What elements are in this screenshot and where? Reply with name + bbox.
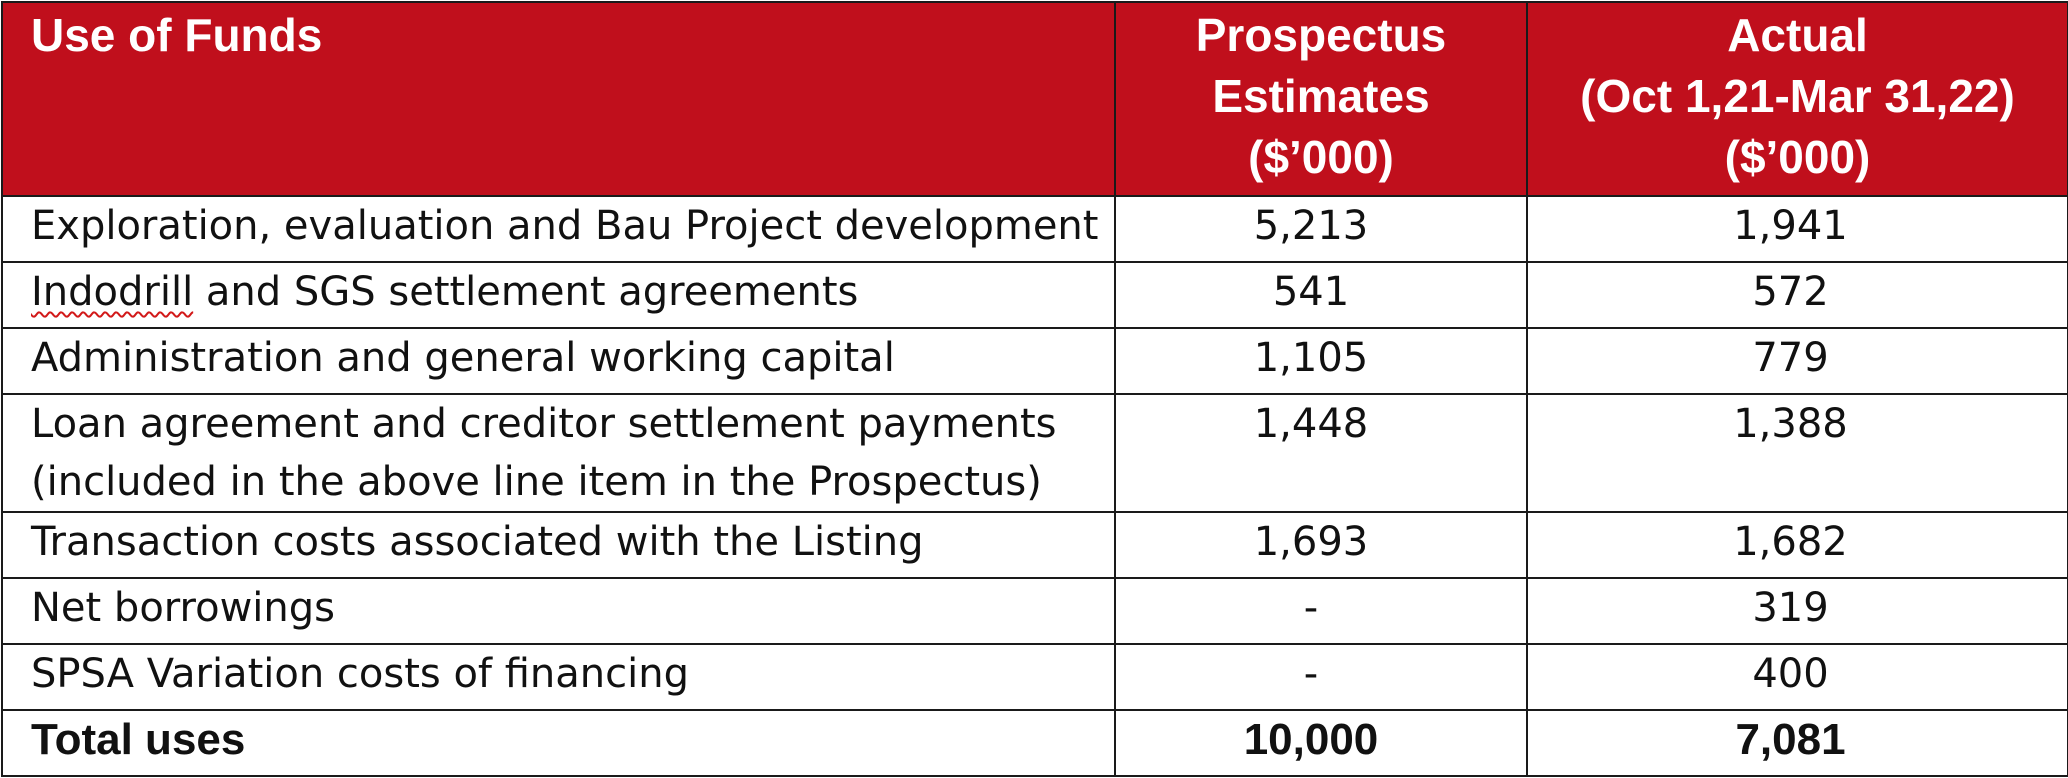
header-actual-line-2: (Oct 1,21-Mar 31,22) [1580,70,2015,122]
header-use-of-funds: Use of Funds [1,1,1116,197]
prospectus-value: - [1114,643,1528,711]
total-actual-value: 7,081 [1526,709,2068,777]
header-row: Use of Funds Prospectus Estimates ($’000… [1,1,2068,197]
actual-value: 1,682 [1526,511,2068,579]
table-row: SPSA Variation costs of financing - 400 [1,643,2068,711]
prospectus-value: 5,213 [1114,195,1528,263]
header-prospectus-estimates: Prospectus Estimates ($’000) [1114,1,1528,197]
header-actual: Actual (Oct 1,21-Mar 31,22) ($’000) [1526,1,2068,197]
row-label: Transaction costs associated with the Li… [1,511,1116,579]
prospectus-value: 1,693 [1114,511,1528,579]
prospectus-value: - [1114,577,1528,645]
row-label: Indodrill and SGS settlement agreements [1,261,1116,329]
table-row: Exploration, evaluation and Bau Project … [1,195,2068,263]
actual-value: 400 [1526,643,2068,711]
table-row: Loan agreement and creditor settlement p… [1,393,2068,513]
table-row: Net borrowings - 319 [1,577,2068,645]
prospectus-value: 1,105 [1114,327,1528,395]
prospectus-value: 1,448 [1114,393,1528,513]
header-actual-line-3: ($’000) [1724,131,1871,183]
row-label-line-2: (included in the above line item in the … [31,459,1042,505]
header-prospectus-line-3: ($’000) [1248,131,1394,183]
header-actual-line-1: Actual [1727,9,1868,61]
table-row: Administration and general working capit… [1,327,2068,395]
spellcheck-marked-word: Indodrill [31,269,194,315]
row-label: Loan agreement and creditor settlement p… [1,393,1116,513]
row-label: Administration and general working capit… [1,327,1116,395]
total-row: Total uses 10,000 7,081 [1,709,2068,777]
table-row: Indodrill and SGS settlement agreements … [1,261,2068,329]
table-row: Transaction costs associated with the Li… [1,511,2068,579]
row-label: Exploration, evaluation and Bau Project … [1,195,1116,263]
prospectus-value: 541 [1114,261,1528,329]
header-prospectus-line-1: Prospectus [1195,9,1447,61]
row-label: SPSA Variation costs of financing [1,643,1116,711]
actual-value: 779 [1526,327,2068,395]
total-prospectus-value: 10,000 [1114,709,1528,777]
actual-value: 319 [1526,577,2068,645]
actual-value: 1,941 [1526,195,2068,263]
header-prospectus-line-2: Estimates [1212,70,1430,122]
row-label-line-1: Loan agreement and creditor settlement p… [31,401,1057,447]
actual-value: 572 [1526,261,2068,329]
actual-value: 1,388 [1526,393,2068,513]
total-label: Total uses [1,709,1116,777]
row-label: Net borrowings [1,577,1116,645]
row-label-rest: and SGS settlement agreements [193,269,859,315]
